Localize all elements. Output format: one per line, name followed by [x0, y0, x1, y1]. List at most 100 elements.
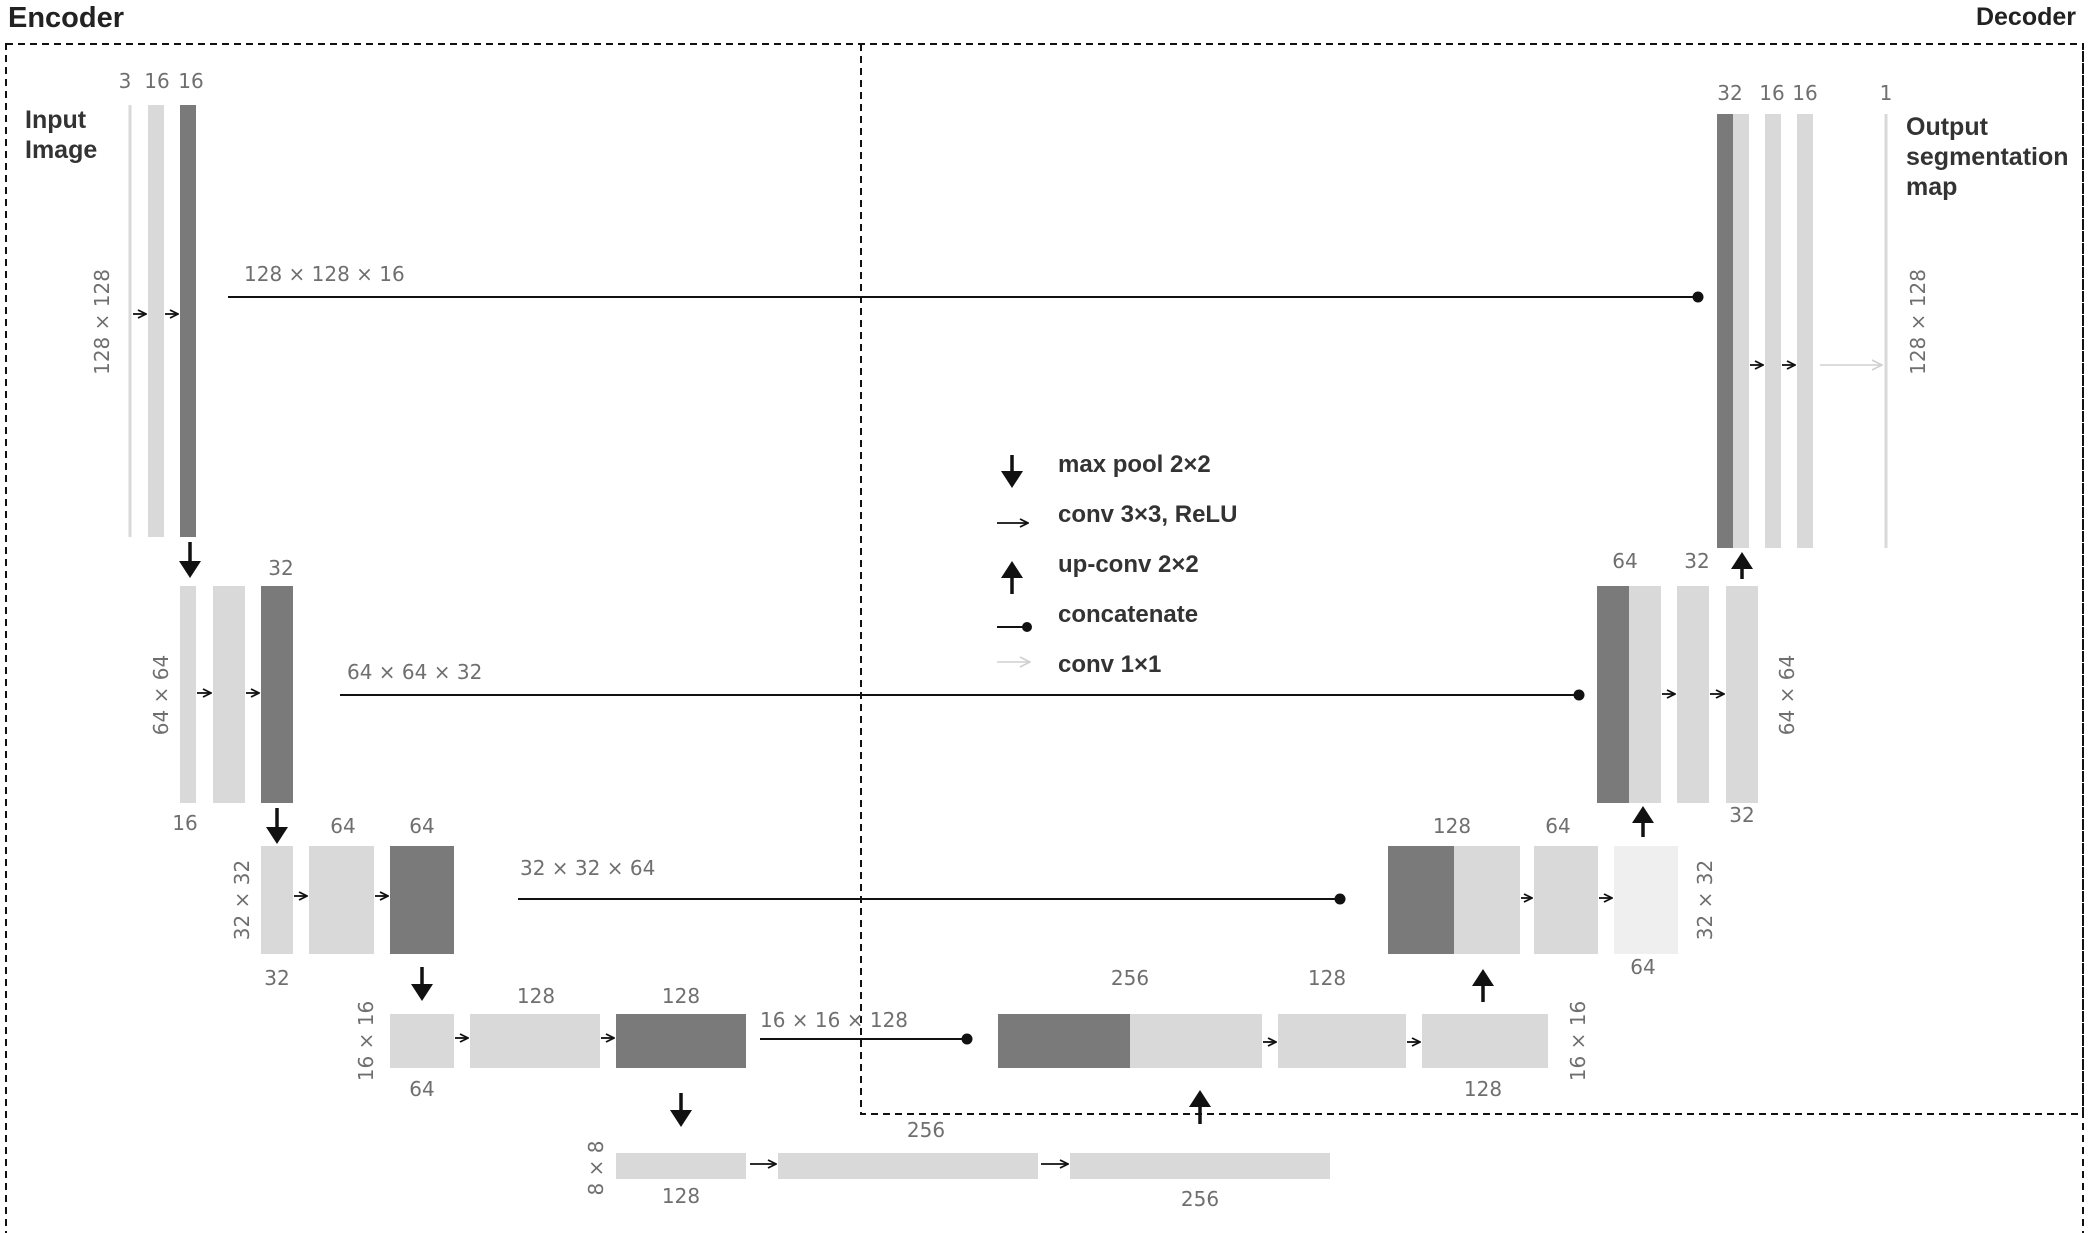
feature-map: [148, 105, 164, 537]
feature-map: [213, 586, 245, 803]
feature-map: [261, 846, 293, 954]
skip-label: 32 × 32 × 64: [520, 856, 655, 880]
up-conv-arrow: [1472, 969, 1494, 1002]
channel-label: 16: [178, 69, 203, 93]
feature-map: [180, 586, 196, 803]
legend-label: max pool 2×2: [1058, 451, 1211, 478]
concat-dot: [1334, 893, 1346, 905]
feature-map: [1726, 586, 1758, 803]
channel-label: 64: [330, 814, 355, 838]
feature-map-dark: [1717, 114, 1733, 548]
channel-label: 32: [1729, 803, 1754, 827]
feature-map: [470, 1014, 600, 1068]
channel-label: 128: [517, 984, 555, 1008]
channel-label: 64: [1630, 955, 1655, 979]
channel-label: 16: [1792, 81, 1817, 105]
resolution-label: 64 × 64: [1775, 655, 1799, 735]
feature-map: [778, 1153, 1038, 1179]
skip-label: 128 × 128 × 16: [244, 262, 405, 286]
down-arrow-icon: [1001, 455, 1023, 488]
up-conv-arrow: [1632, 806, 1654, 837]
feature-map-dark: [1388, 846, 1454, 954]
decoder-title: Decoder: [1976, 3, 2076, 31]
input-label: Input: [25, 106, 87, 134]
skip-label: 16 × 16 × 128: [760, 1008, 908, 1032]
dot-line-icon: [997, 622, 1032, 632]
feature-map: [1733, 114, 1749, 548]
feature-map-dark: [390, 846, 454, 954]
channel-label: 3: [119, 69, 132, 93]
feature-map: [1454, 846, 1520, 954]
feature-map: [1677, 586, 1709, 803]
feature-map: [309, 846, 374, 954]
output-label: map: [1906, 173, 1957, 201]
feature-map: [1070, 1153, 1330, 1179]
max-pool-arrow: [670, 1093, 692, 1127]
concat-dot: [1573, 689, 1585, 701]
feature-map-dark: [180, 105, 196, 537]
legend-label: up-conv 2×2: [1058, 551, 1199, 578]
channel-label: 64: [1612, 549, 1637, 573]
channel-label: 256: [1181, 1187, 1219, 1211]
legend-label: conv 1×1: [1058, 651, 1161, 678]
max-pool-arrow: [411, 967, 433, 1001]
feature-map-dark: [998, 1014, 1130, 1068]
channel-label: 128: [662, 1184, 700, 1208]
decoder-region: [860, 44, 2084, 1115]
resolution-label: 128 × 128: [1906, 269, 1930, 375]
feature-map-pale: [1614, 846, 1678, 954]
feature-map: [1130, 1014, 1262, 1068]
legend-label: conv 3×3, ReLU: [1058, 501, 1237, 528]
channel-label: 32: [1717, 81, 1742, 105]
feature-map: [1797, 114, 1813, 548]
resolution-label: 8 × 8: [584, 1141, 608, 1196]
resolution-label: 32 × 32: [230, 860, 254, 940]
channel-label: 16: [172, 811, 197, 835]
concat-dot: [961, 1033, 973, 1045]
feature-map-dark: [616, 1014, 746, 1068]
skip-label: 64 × 64 × 32: [347, 660, 482, 684]
feature-map: [390, 1014, 454, 1068]
up-conv-arrow: [1189, 1090, 1211, 1124]
legend-label: concatenate: [1058, 601, 1198, 628]
resolution-label: 128 × 128: [90, 269, 114, 375]
channel-label: 256: [907, 1118, 945, 1142]
resolution-label: 32 × 32: [1693, 860, 1717, 940]
feature-map: [1765, 114, 1781, 548]
channel-label: 128: [1433, 814, 1471, 838]
legend: max pool 2×2 conv 3×3, ReLU up-conv 2×2 …: [997, 451, 1237, 678]
feature-map-dark: [1597, 586, 1629, 803]
resolution-label: 16 × 16: [1566, 1001, 1590, 1081]
resolution-label: 16 × 16: [354, 1001, 378, 1081]
resolution-label: 64 × 64: [149, 655, 173, 735]
channel-label: 16: [144, 69, 169, 93]
output-label: Output: [1906, 113, 1989, 141]
channel-label: 128: [1464, 1077, 1502, 1101]
input-label: Image: [25, 136, 97, 164]
channel-label: 128: [1308, 966, 1346, 990]
feature-map: [1534, 846, 1598, 954]
feature-map: [1629, 586, 1661, 803]
channel-label: 64: [1545, 814, 1570, 838]
channel-label: 32: [268, 556, 293, 580]
channel-label: 128: [662, 984, 700, 1008]
channel-label: 32: [1684, 549, 1709, 573]
max-pool-arrow: [266, 808, 288, 844]
channel-label: 64: [409, 1077, 434, 1101]
channel-label: 32: [264, 966, 289, 990]
encoder-title: Encoder: [8, 2, 124, 34]
channel-label: 64: [409, 814, 434, 838]
up-conv-arrow: [1731, 552, 1753, 579]
feature-map: [1278, 1014, 1406, 1068]
encoder-region: [5, 43, 2084, 1233]
channel-label: 16: [1759, 81, 1784, 105]
channel-label: 256: [1111, 966, 1149, 990]
feature-map: [616, 1153, 746, 1179]
up-arrow-icon: [1001, 561, 1023, 594]
concat-dot: [1692, 291, 1704, 303]
feature-map: [1422, 1014, 1548, 1068]
channel-label: 1: [1880, 81, 1893, 105]
output-label: segmentation: [1906, 143, 2069, 171]
feature-map-dark: [261, 586, 293, 803]
